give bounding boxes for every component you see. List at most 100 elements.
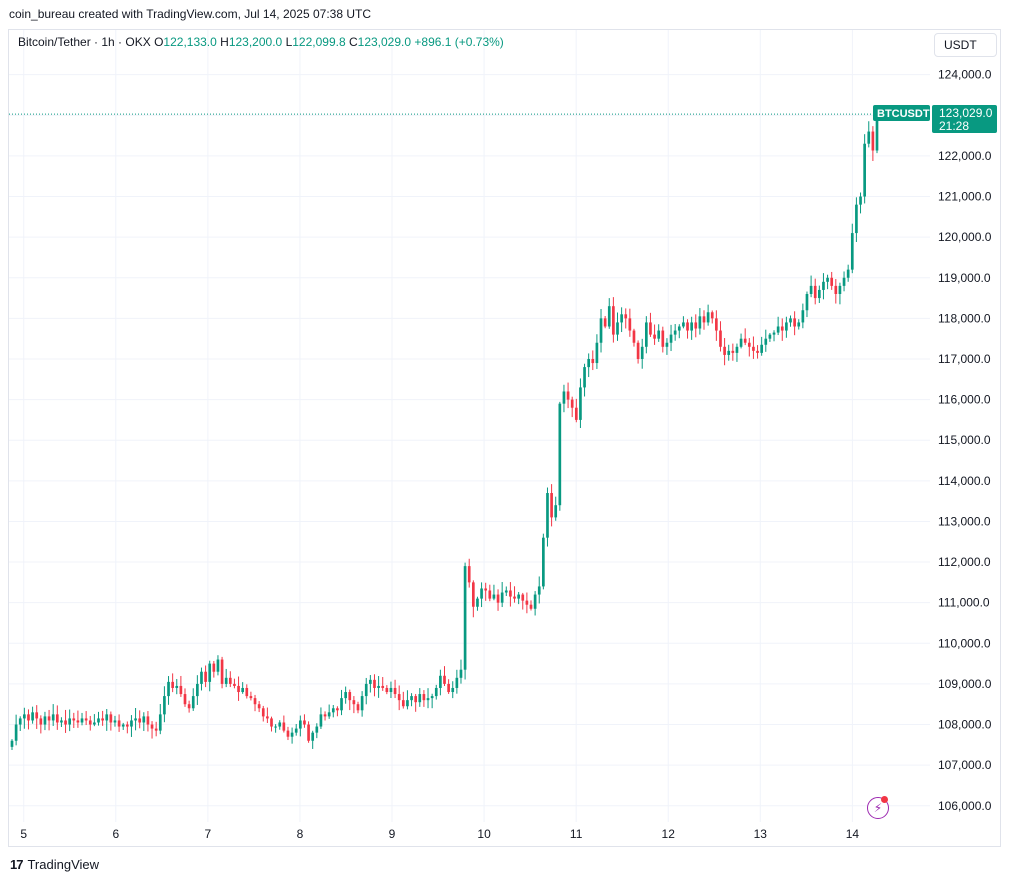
chart-pane[interactable] bbox=[8, 29, 1001, 847]
time-tick-label: 9 bbox=[389, 827, 396, 841]
candle bbox=[191, 696, 195, 709]
ohlc-legend: Bitcoin/Tether · 1h · OKX O122,133.0 H12… bbox=[18, 35, 504, 49]
candle bbox=[406, 700, 409, 707]
candle bbox=[451, 687, 455, 693]
candle bbox=[401, 700, 405, 707]
tradingview-footer[interactable]: 17 TradingView bbox=[10, 857, 99, 872]
price-axis: 106,000.0 107,000.0 108,000.0 109,000.0 110,… bbox=[938, 68, 992, 813]
candle bbox=[294, 728, 298, 733]
candle bbox=[315, 726, 319, 733]
candle bbox=[706, 312, 710, 323]
candle bbox=[150, 724, 154, 729]
candle bbox=[27, 714, 30, 721]
candle bbox=[459, 669, 463, 678]
candle bbox=[542, 537, 545, 587]
candle bbox=[261, 708, 265, 717]
candle bbox=[323, 714, 327, 717]
candle bbox=[397, 694, 401, 701]
candle bbox=[327, 712, 331, 717]
candle bbox=[587, 358, 591, 368]
price-tag: BTCUSDT 123,029.0 21:28 bbox=[873, 105, 997, 133]
candle bbox=[719, 330, 722, 347]
candle bbox=[105, 714, 109, 721]
candle bbox=[772, 332, 776, 335]
low-value: 122,099.8 bbox=[292, 35, 346, 49]
candle bbox=[813, 285, 817, 299]
candle bbox=[187, 704, 191, 709]
candle bbox=[311, 732, 315, 741]
candle bbox=[373, 679, 376, 688]
price-tick-label: 107,000.0 bbox=[938, 758, 992, 772]
candle bbox=[426, 698, 430, 701]
candle bbox=[233, 683, 236, 686]
candle bbox=[797, 322, 801, 327]
candle bbox=[130, 720, 133, 727]
candle bbox=[805, 294, 809, 311]
time-tick-label: 8 bbox=[297, 827, 304, 841]
candle bbox=[727, 350, 731, 355]
candle bbox=[686, 322, 689, 331]
symbol-label[interactable]: Bitcoin/Tether · 1h · OKX bbox=[18, 35, 151, 49]
candle bbox=[117, 720, 121, 727]
candle bbox=[644, 322, 648, 347]
candle bbox=[480, 588, 483, 599]
time-tick-label: 13 bbox=[754, 827, 768, 841]
candle bbox=[241, 687, 245, 693]
candle bbox=[591, 358, 595, 364]
tradingview-logo-icon: 17 bbox=[10, 857, 24, 872]
candle bbox=[715, 318, 718, 331]
candle bbox=[360, 696, 364, 711]
candles bbox=[10, 110, 879, 750]
candle bbox=[414, 696, 418, 703]
candle bbox=[521, 594, 525, 601]
time-tick-label: 14 bbox=[846, 827, 860, 841]
candle bbox=[739, 338, 743, 347]
candle bbox=[657, 330, 661, 339]
candle bbox=[447, 683, 450, 693]
candle bbox=[55, 714, 59, 723]
candle bbox=[640, 346, 644, 359]
brand-label: TradingView bbox=[27, 857, 100, 872]
price-tag-countdown: 21:28 bbox=[939, 119, 969, 133]
time-tick-label: 6 bbox=[112, 827, 119, 841]
candle bbox=[723, 346, 726, 355]
price-tick-label: 120,000.0 bbox=[938, 230, 992, 244]
candle bbox=[500, 592, 504, 603]
candle bbox=[344, 692, 347, 699]
currency-button[interactable]: USDT bbox=[934, 33, 997, 57]
candle bbox=[789, 318, 792, 323]
candle bbox=[278, 722, 282, 727]
candle bbox=[76, 720, 80, 723]
candle bbox=[616, 322, 619, 335]
candle bbox=[134, 718, 137, 721]
candle bbox=[690, 322, 693, 331]
price-tick-label: 122,000.0 bbox=[938, 149, 992, 163]
grid bbox=[9, 30, 930, 822]
candle bbox=[364, 683, 368, 697]
candle bbox=[698, 316, 702, 329]
candle bbox=[842, 277, 846, 286]
high-value: 123,200.0 bbox=[228, 35, 283, 49]
candle bbox=[599, 318, 603, 343]
price-tick-label: 119,000.0 bbox=[938, 271, 991, 285]
candle bbox=[64, 720, 67, 725]
time-tick-label: 7 bbox=[205, 827, 212, 841]
candle bbox=[204, 671, 207, 682]
price-tick-label: 121,000.0 bbox=[938, 190, 992, 204]
candle bbox=[702, 316, 706, 323]
candle bbox=[859, 196, 862, 205]
candle bbox=[562, 391, 566, 404]
candle bbox=[496, 594, 500, 603]
change-value: +896.1 (+0.73%) bbox=[414, 35, 504, 49]
candle bbox=[142, 716, 146, 723]
candle bbox=[463, 566, 467, 670]
candle bbox=[381, 685, 385, 688]
candle bbox=[735, 346, 739, 353]
candle bbox=[439, 675, 442, 688]
candle bbox=[653, 334, 656, 339]
candle bbox=[60, 720, 63, 723]
candle bbox=[863, 143, 866, 197]
candle bbox=[529, 604, 533, 609]
candle bbox=[661, 330, 665, 347]
